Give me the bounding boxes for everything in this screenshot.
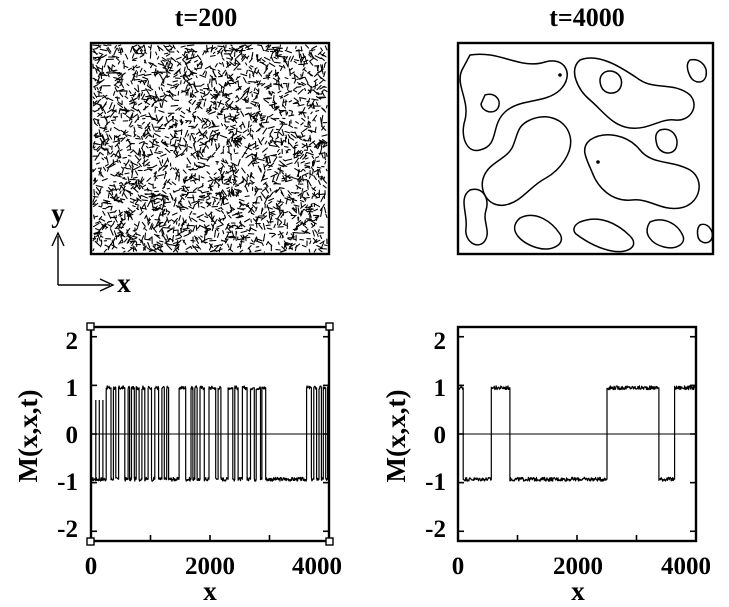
chart-left-corner-marker <box>325 537 334 546</box>
chart-right-trace <box>457 385 697 482</box>
snapshot-left-pattern <box>92 44 328 253</box>
chart-right-ticks <box>457 335 697 541</box>
chart-right-ytick: -2 <box>425 516 446 543</box>
chart-right-ytick: 2 <box>434 328 447 355</box>
chart-left-xlabel: x <box>203 576 217 606</box>
snapshot-right-title: t=4000 <box>549 3 624 32</box>
chart-left-corner-marker <box>325 322 334 331</box>
chart-right-ytick: 1 <box>434 375 447 402</box>
chart-left-xtick: 0 <box>85 553 98 580</box>
chart-left-ticks <box>90 335 330 541</box>
chart-left-ylabel: M(x,x,t) <box>13 390 43 483</box>
chart-left-frame <box>89 325 331 543</box>
chart-left-corner-marker <box>86 537 95 546</box>
snapshot-right-frame <box>456 41 715 256</box>
chart-left-ytick: 1 <box>66 375 79 402</box>
chart-left-trace <box>90 385 330 482</box>
chart-right-xtick: 4000 <box>661 553 711 580</box>
chart-right-frame <box>456 325 698 543</box>
snapshot-left-noise <box>92 44 328 253</box>
chart-left-corner-marker <box>86 322 95 331</box>
snapshot-left-frame <box>89 41 331 256</box>
chart-right-xlabel: x <box>571 576 585 606</box>
chart-right-xtick: 0 <box>452 553 465 580</box>
chart-right: 2 1 0 -1 -2 0 2000 4000 x M(x,x,t) <box>381 325 711 606</box>
chart-left-ytick: -2 <box>57 516 78 543</box>
axis-indicator-y-label: y <box>51 198 65 228</box>
snapshot-right-contours <box>459 53 714 253</box>
axis-indicator: y x <box>51 198 131 298</box>
chart-left-ytick: 0 <box>66 422 79 449</box>
chart-right-xtick: 2000 <box>553 553 603 580</box>
chart-left-ytick: -1 <box>57 469 78 496</box>
chart-right-ytick: -1 <box>425 469 446 496</box>
chart-right-ylabel: M(x,x,t) <box>381 390 411 483</box>
chart-right-ytick: 0 <box>434 422 447 449</box>
axis-indicator-x-label: x <box>117 268 131 298</box>
chart-left-xtick: 4000 <box>292 553 342 580</box>
snapshot-left-title: t=200 <box>175 3 237 32</box>
chart-left: 2 1 0 -1 -2 0 2000 4000 x M(x,x,t) <box>13 322 342 606</box>
snapshot-right <box>456 41 715 256</box>
chart-left-xtick: 2000 <box>185 553 235 580</box>
chart-left-ytick: 2 <box>66 328 79 355</box>
snapshot-left <box>89 41 331 256</box>
